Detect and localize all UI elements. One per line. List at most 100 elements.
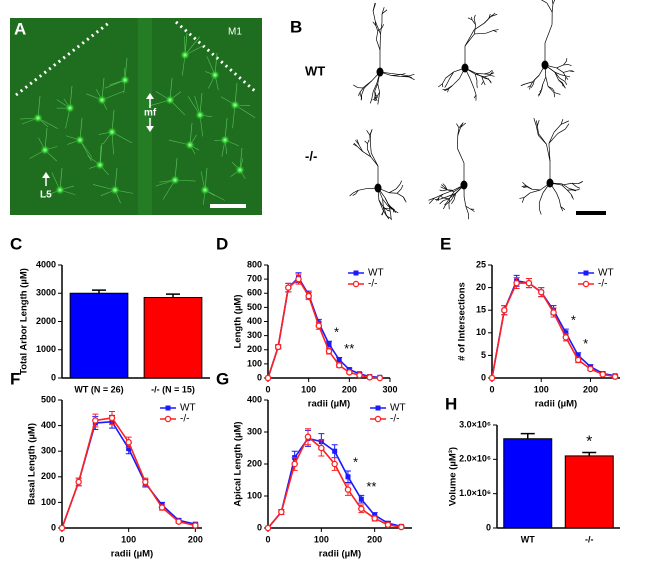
dendrite	[484, 18, 489, 23]
y-tick-label: 3000	[36, 288, 56, 298]
legend-label: WT	[368, 268, 384, 279]
y-tick-label: 400	[247, 316, 262, 326]
marker	[346, 474, 351, 479]
marker	[588, 366, 593, 371]
dendrite	[523, 187, 527, 188]
dendrite	[443, 205, 445, 209]
dendrite	[440, 190, 443, 191]
dendrite	[368, 140, 369, 144]
cell-body	[165, 95, 175, 105]
legend-marker	[166, 406, 171, 411]
marker	[176, 519, 181, 524]
marker	[143, 479, 148, 484]
dendrite	[557, 68, 564, 73]
dendrite	[401, 185, 403, 189]
x-tick-label: 200	[188, 534, 203, 544]
x-tick-label: WT	[521, 534, 535, 544]
dendrite	[565, 81, 567, 84]
marker	[372, 516, 377, 521]
y-tick-label: 20	[476, 282, 486, 292]
dendrite	[402, 74, 405, 75]
dendrite	[540, 0, 547, 3]
dendrite	[456, 124, 459, 128]
dendrite	[537, 120, 539, 126]
marker	[109, 415, 114, 420]
dendrite	[364, 81, 371, 87]
legend-marker	[584, 271, 589, 276]
y-tick-label: 400	[41, 420, 56, 430]
marker	[279, 509, 284, 514]
layer-label: L5	[40, 190, 52, 201]
annotation: *	[353, 454, 358, 469]
marker	[600, 372, 605, 377]
y-tick-label: 100	[41, 497, 56, 507]
dendrite	[539, 209, 541, 214]
dendrite	[536, 120, 537, 126]
dendrite	[440, 201, 444, 204]
marker	[306, 293, 311, 298]
dendrite	[565, 124, 569, 129]
panel-letter: C	[10, 234, 22, 253]
dendrite	[373, 11, 375, 21]
dendrite	[557, 65, 564, 68]
scale-bar	[576, 211, 606, 215]
marker	[93, 418, 98, 423]
bar	[565, 456, 613, 528]
marker	[332, 449, 337, 454]
dendrite	[475, 74, 477, 80]
dendrite	[483, 81, 485, 85]
marker	[276, 344, 281, 349]
y-tick-label: 400	[247, 394, 262, 404]
dendrite	[475, 74, 484, 77]
marker	[359, 506, 364, 511]
dendrite	[524, 193, 530, 198]
dendrite	[563, 72, 565, 77]
dendrite	[443, 184, 445, 186]
dendrite	[373, 3, 375, 11]
y-tick-label: 600	[247, 288, 262, 298]
cell-body	[65, 103, 75, 113]
y-tick-label: 3.0×10⁶	[459, 419, 491, 429]
dendrite	[389, 193, 397, 194]
bar	[504, 439, 552, 528]
cell-body	[95, 160, 105, 170]
dendrite	[382, 24, 384, 27]
dendrite	[371, 153, 378, 166]
panel-letter: G	[216, 369, 229, 388]
dendrite	[531, 84, 533, 87]
dendrite	[566, 76, 570, 77]
legend-marker	[354, 271, 359, 276]
dendrite	[376, 31, 377, 39]
dendrite	[370, 99, 371, 104]
y-tick-label: 0	[486, 522, 491, 532]
dendrite	[397, 189, 401, 194]
y-tick-label: 15	[476, 305, 486, 315]
marker	[514, 280, 519, 285]
dendrite	[409, 74, 414, 76]
dendrite	[545, 25, 552, 43]
region-label: M1	[228, 27, 242, 38]
dendrite	[396, 184, 400, 189]
dendrite	[353, 85, 358, 88]
panel-letter: B	[290, 17, 302, 36]
x-tick-label: 200	[583, 384, 598, 394]
dendrite	[532, 189, 540, 190]
cell-body	[75, 135, 85, 145]
legend-marker	[583, 281, 588, 286]
x-tick-label: 0	[265, 384, 270, 394]
marker	[326, 349, 331, 354]
dendrite	[552, 4, 553, 12]
y-tick-label: 4000	[36, 259, 56, 269]
cell-body	[195, 110, 205, 120]
y-axis-label: Apical Length (µM)	[233, 421, 244, 506]
dendrite	[464, 197, 466, 206]
x-axis-label: radii (µM)	[319, 549, 361, 560]
soma	[462, 64, 469, 73]
dendrite	[441, 187, 444, 188]
dendrite	[559, 80, 563, 83]
dendrite	[481, 81, 483, 84]
y-tick-label: 300	[247, 426, 262, 436]
legend-label: WT	[598, 268, 614, 279]
dendrite	[522, 198, 524, 203]
series-line	[268, 278, 380, 378]
